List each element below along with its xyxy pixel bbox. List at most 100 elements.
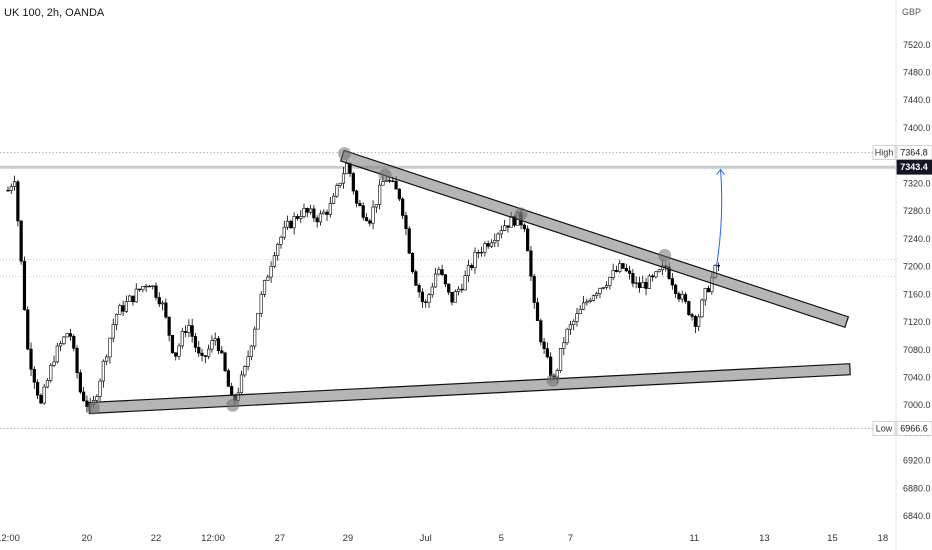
candle: [285, 215, 290, 230]
candle: [253, 326, 257, 350]
touch-point: [378, 168, 392, 182]
candle: [499, 225, 503, 239]
candle: [608, 276, 612, 290]
candle-body: [611, 269, 615, 278]
candle: [526, 225, 530, 252]
price-axis: 6840.06880.06920.06960.07000.07040.07080…: [895, 0, 931, 550]
candle-body: [624, 268, 628, 272]
candle: [216, 336, 221, 354]
candle: [644, 277, 648, 296]
candle-body: [302, 208, 306, 217]
candle: [177, 343, 181, 361]
candle: [545, 342, 549, 359]
candle: [128, 294, 132, 302]
candle: [308, 204, 313, 215]
touch-point: [338, 147, 352, 161]
candle-body: [9, 186, 13, 191]
time-tick-label: 11: [689, 533, 699, 544]
candle-body: [190, 325, 194, 337]
candlestick-series: [6, 159, 720, 413]
candle: [141, 285, 145, 293]
extreme-tag-label: High: [875, 147, 894, 157]
candle-body: [249, 345, 253, 358]
time-tick-label: 20: [82, 533, 93, 544]
candle: [200, 348, 204, 362]
candle: [292, 212, 296, 235]
price-tag: [896, 420, 932, 436]
candle-body: [683, 294, 688, 302]
candle: [657, 268, 661, 273]
candle: [108, 337, 112, 364]
candle: [361, 202, 365, 221]
candle: [493, 233, 497, 248]
candle-body: [358, 203, 362, 206]
candle-body: [397, 188, 401, 200]
candle-body: [532, 275, 536, 303]
candle-body: [151, 285, 155, 288]
candle: [9, 183, 13, 194]
candle: [591, 294, 596, 302]
candle: [220, 346, 224, 354]
candle: [289, 219, 293, 229]
candle: [427, 293, 431, 308]
candle-body: [539, 320, 543, 343]
candle-body: [52, 361, 56, 366]
candle-body: [496, 233, 500, 241]
candle-body: [305, 208, 309, 213]
price-tick-label: 7000.0: [903, 400, 931, 410]
candle-body: [272, 255, 277, 267]
candle: [85, 395, 89, 413]
candle: [614, 265, 619, 273]
price-tick-label: 7520.0: [903, 40, 931, 50]
candle: [437, 266, 441, 276]
candle-body: [348, 163, 352, 174]
candle-body: [378, 184, 382, 205]
candle-body: [410, 252, 415, 272]
candle-body: [157, 297, 161, 305]
touch-point: [546, 373, 560, 387]
candle-body: [338, 182, 342, 186]
candle: [420, 288, 425, 308]
candle-body: [466, 265, 471, 276]
candle: [45, 378, 50, 389]
candle-body: [522, 224, 526, 230]
candle-body: [591, 295, 596, 301]
candle-body: [312, 208, 316, 219]
candle: [624, 263, 628, 273]
candle-body: [308, 208, 313, 213]
candle: [443, 273, 448, 288]
price-tick-label: 7080.0: [903, 345, 931, 355]
candle: [318, 210, 323, 226]
candle-body: [12, 181, 17, 187]
candle: [476, 249, 480, 259]
candle: [203, 355, 207, 364]
candle-body: [460, 288, 464, 291]
candle-body: [529, 250, 533, 277]
time-tick-label: 12:00: [0, 533, 20, 544]
candle: [598, 287, 602, 299]
candle: [631, 268, 635, 288]
candle: [433, 268, 438, 288]
time-axis: 12:00 20 22 12:00 27 29 Jul 5 7 11 13 15 18: [0, 533, 888, 544]
candle: [690, 312, 694, 321]
candle: [105, 354, 109, 366]
candle-body: [404, 215, 408, 229]
candle: [174, 352, 178, 361]
candle: [243, 365, 247, 378]
candle: [154, 282, 158, 301]
candle: [578, 305, 582, 315]
candle: [463, 270, 467, 291]
candle: [302, 203, 306, 219]
candle: [295, 213, 300, 221]
candle: [430, 282, 434, 298]
candle-body: [674, 284, 678, 294]
candle-body: [29, 348, 33, 370]
candle-body: [134, 288, 138, 303]
candle-body: [368, 220, 372, 224]
candle: [542, 337, 546, 354]
candle-body: [226, 370, 230, 387]
candle-body: [447, 283, 451, 293]
candle: [601, 286, 605, 290]
candle: [59, 340, 63, 352]
